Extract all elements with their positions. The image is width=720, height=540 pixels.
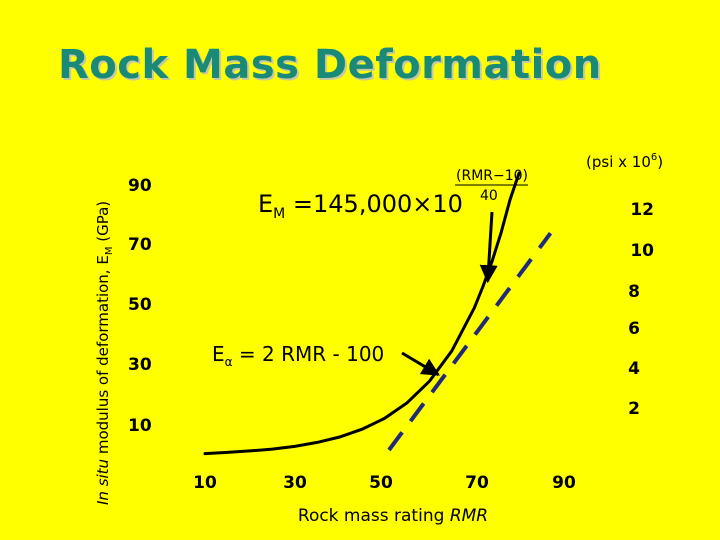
x-ticks: 10 30 50 70 90 [193,473,576,493]
y2-tick-label: 12 [630,200,654,220]
x-tick-label: 10 [193,473,217,493]
x-axis-label: Rock mass rating RMR [298,506,488,526]
x-tick-label: 50 [369,473,393,493]
y2-axis-label: (psi x 106) [586,152,663,171]
y-tick-label: 30 [128,355,152,375]
formula-arrow [479,211,498,284]
y-tick-label: 50 [128,295,152,315]
y-tick-label: 90 [128,176,152,196]
y-tick-label: 10 [128,416,152,436]
y2-ticks: 12 10 8 6 4 2 [628,200,654,419]
series-line-exponential [203,171,521,456]
linear-arrow [401,351,440,376]
y2-tick-label: 2 [628,399,640,419]
formula-text: EM =145,000×10 [258,190,463,222]
y2-tick-label: 8 [628,282,640,302]
linear-annotation: Eα = 2 RMR - 100 [212,342,440,376]
linear-formula-text: Eα = 2 RMR - 100 [212,342,384,369]
y2-tick-label: 6 [628,319,640,339]
formula-exponent-numerator: (RMR−10) [456,168,528,184]
formula-exponent-denominator: 40 [480,188,498,204]
y2-tick-label: 10 [630,241,654,261]
page-title: Rock Mass Deformation [58,42,602,88]
x-tick-label: 90 [552,473,576,493]
y-ticks: 90 70 50 30 10 [128,176,152,436]
x-tick-label: 30 [283,473,307,493]
y-tick-label: 70 [128,235,152,255]
series-line-linear [387,232,553,452]
x-tick-label: 70 [465,473,489,493]
y-axis-label: In situ modulus of deformation, EM (GPa) [94,201,115,505]
y2-tick-label: 4 [628,359,640,379]
formula-annotation: EM =145,000×10 (RMR−10) 40 [258,168,528,284]
